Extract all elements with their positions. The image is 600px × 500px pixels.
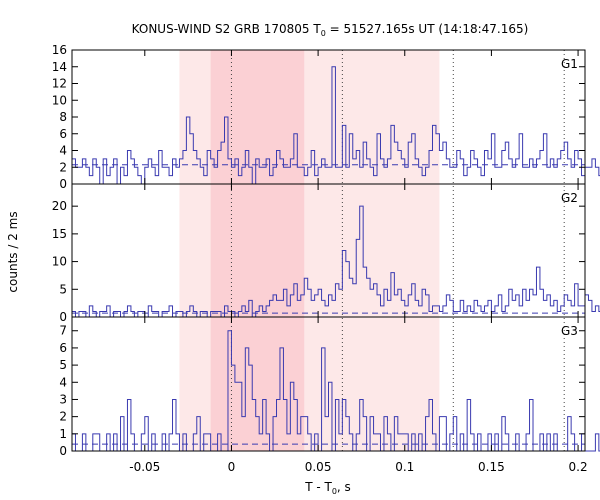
g2-count-series bbox=[72, 205, 600, 318]
shaded-intervals bbox=[179, 50, 440, 451]
g1-count-series bbox=[72, 66, 600, 185]
background-levels bbox=[72, 164, 585, 445]
chart-title: KONUS-WIND S2 GRB 170805 T0 = 51527.165s… bbox=[132, 22, 529, 38]
x-tick-label: 0.15 bbox=[478, 460, 505, 474]
g3-y-tick-label: 7 bbox=[59, 324, 67, 338]
y-axis-label: counts / 2 ms bbox=[6, 211, 20, 292]
g1-y-tick-label: 4 bbox=[59, 144, 67, 158]
g3-y-tick-label: 6 bbox=[59, 341, 67, 355]
g1-y-tick-label: 0 bbox=[59, 177, 67, 191]
g3-y-tick-label: 0 bbox=[59, 444, 67, 458]
g3-y-tick-label: 4 bbox=[59, 375, 67, 389]
g3-y-tick-label: 1 bbox=[59, 427, 67, 441]
g3-panel-label: G3 bbox=[561, 324, 578, 338]
x-tick-label: -0.05 bbox=[129, 460, 160, 474]
g1-y-tick-label: 2 bbox=[59, 160, 67, 174]
x-tick-label: 0.2 bbox=[569, 460, 588, 474]
g3-y-tick-label: 2 bbox=[59, 410, 67, 424]
g3-y-tick-label: 5 bbox=[59, 358, 67, 372]
g1-y-tick-label: 10 bbox=[52, 93, 67, 107]
g1-panel-label: G1 bbox=[561, 57, 578, 71]
g1-y-tick-label: 16 bbox=[52, 43, 67, 57]
x-tick-label: 0 bbox=[228, 460, 236, 474]
g1-y-tick-label: 14 bbox=[52, 60, 67, 74]
x-axis-label: T - T0, s bbox=[304, 480, 351, 496]
g2-y-tick-label: 0 bbox=[59, 310, 67, 324]
g2-y-tick-label: 10 bbox=[52, 255, 67, 269]
g2-panel-label: G2 bbox=[561, 191, 578, 205]
g2-y-tick-label: 20 bbox=[52, 199, 67, 213]
g2-y-tick-label: 15 bbox=[52, 227, 67, 241]
g3-y-tick-label: 3 bbox=[59, 392, 67, 406]
g3-panel-frame bbox=[71, 316, 586, 452]
x-tick-label: 0.05 bbox=[305, 460, 332, 474]
g1-y-tick-label: 12 bbox=[52, 77, 67, 91]
g2-y-tick-label: 5 bbox=[59, 282, 67, 296]
g1-y-tick-label: 6 bbox=[59, 127, 67, 141]
x-tick-label: 0.1 bbox=[395, 460, 414, 474]
g1-y-tick-label: 8 bbox=[59, 110, 67, 124]
